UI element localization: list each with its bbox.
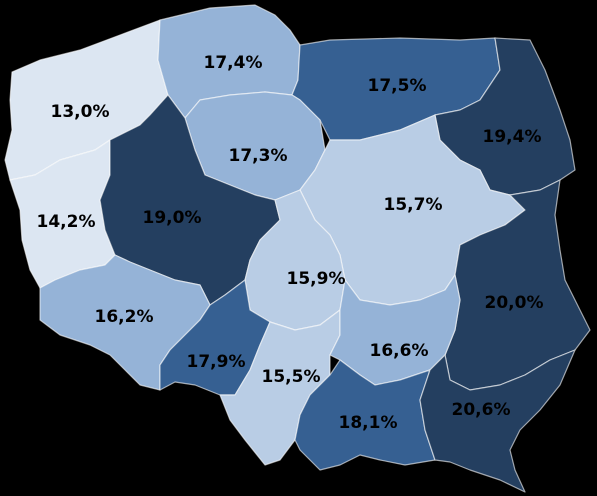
value-label: 16,2% [95,307,154,327]
value-label: 16,6% [370,341,429,361]
value-label: 17,5% [368,76,427,96]
value-label: 20,6% [452,400,511,420]
value-label: 17,4% [204,53,263,73]
value-label: 15,5% [262,367,321,387]
value-label: 15,9% [287,269,346,289]
region-podkarpackie [419,349,576,493]
region-swietokrzyskie [329,274,461,386]
value-label: 15,7% [384,195,443,215]
value-label: 20,0% [485,293,544,313]
value-label: 17,9% [187,352,246,372]
value-label: 19,4% [483,127,542,147]
value-label: 19,0% [143,208,202,228]
value-label: 13,0% [51,102,110,122]
value-label: 18,1% [339,413,398,433]
value-label: 14,2% [37,212,96,232]
value-label: 17,3% [229,146,288,166]
